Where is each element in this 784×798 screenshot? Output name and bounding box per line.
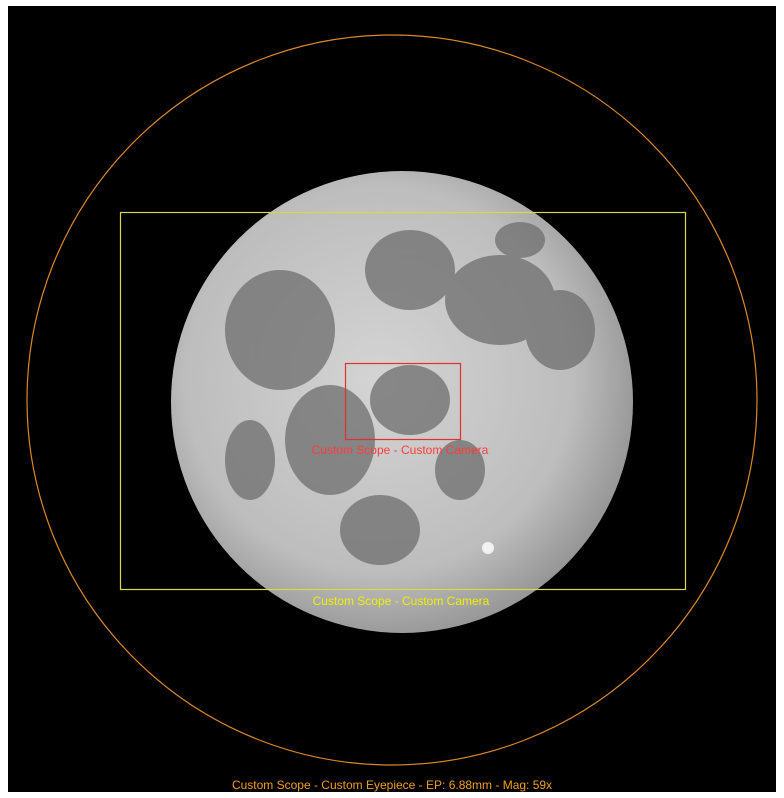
camera-label: Custom Scope - Custom Camera [313, 594, 490, 608]
page: Custom Scope - Custom Camera Custom Scop… [0, 0, 784, 798]
camera-label: Custom Scope - Custom Camera [312, 443, 489, 457]
eyepiece-label: Custom Scope - Custom Eyepiece - EP: 6.8… [232, 778, 552, 792]
fov-view: Custom Scope - Custom Camera Custom Scop… [0, 0, 784, 798]
moon [171, 171, 633, 633]
